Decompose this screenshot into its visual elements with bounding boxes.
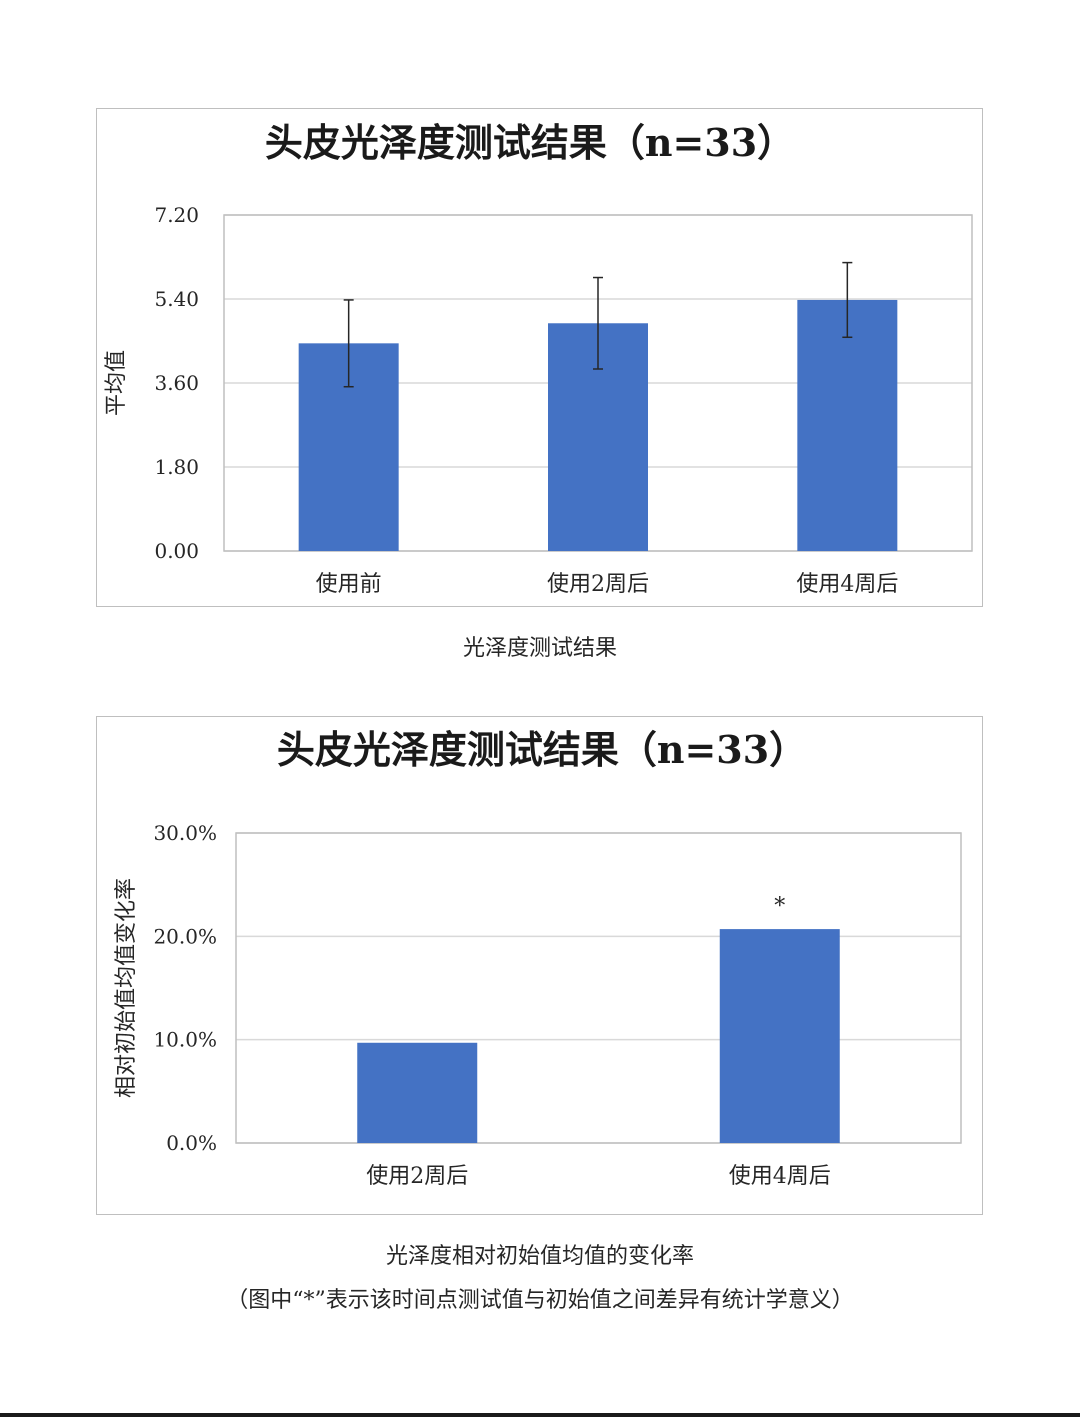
chart-title: 头皮光泽度测试结果（n=33） (265, 120, 795, 165)
chart1-caption: 光泽度测试结果 (462, 636, 617, 661)
y-tick-label: 5.40 (154, 287, 199, 311)
y-tick-label: 30.0% (153, 821, 217, 845)
y-axis-label: 平均值 (104, 350, 129, 416)
y-tick-label: 10.0% (153, 1028, 217, 1052)
y-tick-label: 1.80 (154, 455, 199, 479)
x-category-label: 使用2周后 (366, 1164, 468, 1189)
bar (357, 1042, 478, 1143)
gloss-change-rate-bar-chart: 头皮光泽度测试结果（n=33） 0.0% 10.0% 20.0% 30.0% 使用2周后 *… (114, 727, 962, 1189)
plot-area-border (235, 832, 962, 1144)
chart-title: 头皮光泽度测试结果（n=33） (277, 727, 807, 772)
y-tick-label: 20.0% (153, 924, 217, 948)
bottom-divider (0, 1413, 1080, 1417)
chart-panel-gloss-change-rate: 头皮光泽度测试结果（n=33） 0.0% 10.0% 20.0% 30.0% 使用2周后 *… (96, 716, 983, 1215)
significance-marker: * (774, 894, 785, 919)
chart2-significance-note: （图中“*”表示该时间点测试值与初始值之间差异有统计学意义） (226, 1288, 854, 1313)
y-tick-label: 0.00 (154, 539, 199, 563)
bar (719, 929, 840, 1143)
y-tick-label: 0.0% (166, 1131, 217, 1155)
chart2-caption: 光泽度相对初始值均值的变化率 (385, 1244, 694, 1269)
x-category-label: 使用2周后 (547, 572, 649, 597)
y-tick-label: 7.20 (154, 203, 199, 227)
gloss-mean-bar-chart: 头皮光泽度测试结果（n=33） 0.00 1.80 3.60 5.40 7.20 使用前 使用… (104, 120, 973, 597)
chart-panel-gloss-mean: 头皮光泽度测试结果（n=33） 0.00 1.80 3.60 5.40 7.20 使用前 使用… (96, 108, 983, 607)
x-category-label: 使用前 (316, 572, 382, 597)
x-category-label: 使用4周后 (796, 572, 898, 597)
y-axis-label: 相对初始值均值变化率 (114, 878, 139, 1098)
x-category-label: 使用4周后 (729, 1164, 831, 1189)
bar (797, 299, 898, 551)
y-tick-label: 3.60 (154, 371, 199, 395)
